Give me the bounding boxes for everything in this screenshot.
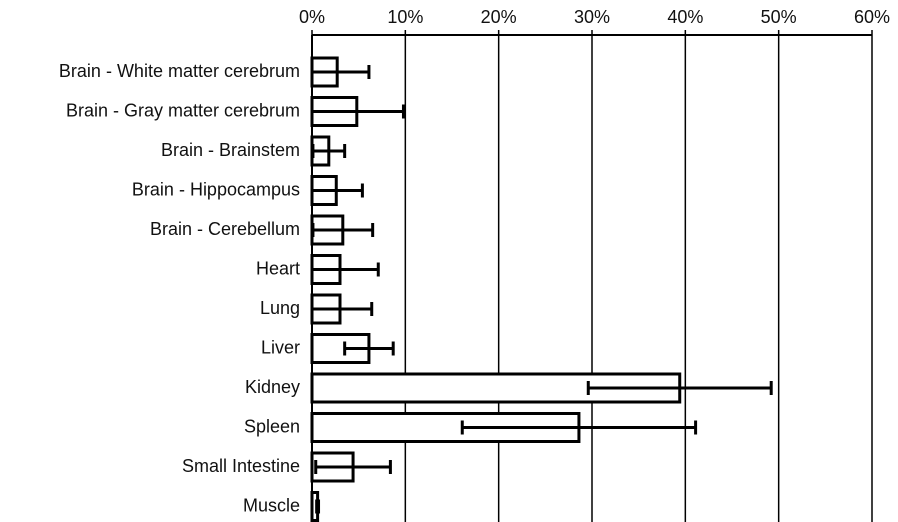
x-tick-label: 20% [481,7,517,27]
y-tick-label: Small Intestine [182,456,300,476]
y-tick-label: Liver [261,337,300,357]
x-tick-label: 0% [299,7,325,27]
x-tick-label: 40% [667,7,703,27]
bar [310,372,682,404]
y-tick-label: Spleen [244,416,300,436]
y-tick-label: Lung [260,298,300,318]
y-tick-label: Muscle [243,495,300,515]
y-tick-label: Brain - Gray matter cerebrum [66,100,300,120]
y-tick-label: Brain - Hippocampus [132,179,300,199]
error-bar [312,302,374,316]
error-bar [586,381,773,395]
y-tick-label: Brain - White matter cerebrum [59,61,300,81]
error-bar [311,144,347,158]
error-bar [312,104,405,119]
error-bar [315,499,321,514]
error-bar [312,262,380,277]
y-tick-label: Heart [256,258,300,278]
error-bar [312,183,364,198]
error-bar [460,420,698,435]
y-tick-label: Brain - Cerebellum [150,219,300,239]
y-tick-label: Brain - Brainstem [161,140,300,160]
x-tick-label: 50% [761,7,797,27]
x-tick-label: 10% [387,7,423,27]
x-tick-label: 30% [574,7,610,27]
error-bar [314,460,392,474]
x-tick-label: 60% [854,7,890,27]
error-bar [343,341,395,356]
error-bar [312,65,371,79]
error-bar [311,223,375,237]
y-tick-label: Kidney [245,377,300,397]
